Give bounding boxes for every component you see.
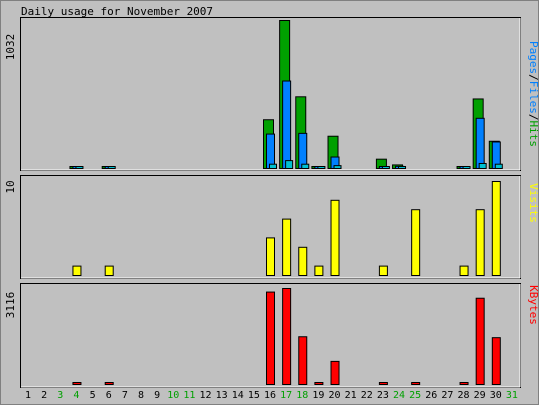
x-tick-day-21: 21 [345,390,357,401]
visits-bar-day-29 [475,209,485,276]
kbytes-bar-day-16 [266,291,275,386]
files-bar-day-17 [282,80,292,169]
x-tick-day-14: 14 [232,390,244,401]
files-bar-day-16 [266,133,275,169]
visits-bar-day-30 [491,181,501,276]
x-tick-day-11: 11 [183,390,195,401]
ylabel-max-2: 10 [4,180,17,193]
x-tick-day-31: 31 [506,390,518,401]
x-tick-day-27: 27 [441,390,453,401]
visits-bar-day-20 [330,199,340,276]
legend-kbytes: KBytes [527,285,539,325]
x-tick-day-19: 19 [312,390,324,401]
x-tick-day-13: 13 [216,390,228,401]
kbytes-bar-day-19 [314,382,324,385]
x-tick-day-1: 1 [25,390,31,401]
files-bar-day-18 [298,132,308,169]
legend-visits: Visits [527,183,539,223]
x-tick-day-26: 26 [425,390,437,401]
kbytes-bar-day-29 [475,297,485,386]
x-tick-day-25: 25 [409,390,421,401]
x-tick-day-29: 29 [474,390,486,401]
legend-part-3: / [527,114,539,121]
x-tick-day-18: 18 [296,390,308,401]
x-tick-day-20: 20 [328,390,340,401]
pages-bar-day-28 [462,166,471,169]
x-tick-day-22: 22 [361,390,373,401]
legend-hits-files-pages: Pages/Files/Hits [527,41,539,147]
visits-bar-day-18 [298,246,308,277]
pages-bar-day-23 [381,166,390,169]
pages-bar-day-20 [333,165,342,170]
x-tick-day-2: 2 [41,390,47,401]
kbytes-bar-day-18 [298,336,308,385]
kbytes-bar-day-17 [282,288,292,385]
pages-bar-day-19 [317,166,326,169]
x-tick-day-4: 4 [73,390,79,401]
pages-bar-day-30 [494,163,503,170]
pages-bar-day-18 [301,163,310,170]
x-tick-day-17: 17 [280,390,292,401]
visits-bar-day-6 [104,265,114,277]
visits-bar-day-28 [459,265,469,277]
x-tick-day-23: 23 [377,390,389,401]
legend-part-2: Files [527,81,539,114]
visits-bar-day-19 [314,265,324,277]
files-bar-day-29 [475,117,485,169]
pages-bar-day-16 [269,163,277,170]
x-tick-day-10: 10 [167,390,179,401]
chart-title: Daily usage for November 2007 [21,5,213,18]
kbytes-bar-day-4 [72,382,82,385]
x-tick-day-8: 8 [138,390,144,401]
pages-bar-day-6 [107,166,116,169]
visits-bar-day-17 [282,218,292,277]
visits-bar-day-4 [72,265,82,277]
x-tick-day-9: 9 [154,390,160,401]
x-tick-day-5: 5 [90,390,96,401]
legend-part-1: / [527,74,539,81]
x-tick-day-24: 24 [393,390,405,401]
legend-part-0: Pages [527,41,539,74]
kbytes-bar-day-6 [104,382,114,385]
visits-bar-day-25 [411,209,421,276]
x-tick-day-16: 16 [264,390,276,401]
x-tick-day-12: 12 [199,390,211,401]
pages-bar-day-29 [478,162,487,170]
kbytes-bar-day-23 [378,382,388,385]
x-tick-day-7: 7 [122,390,128,401]
x-tick-day-15: 15 [248,390,260,401]
ylabel-max-3: 3116 [4,292,17,319]
pages-bar-day-4 [75,166,84,169]
kbytes-bar-day-25 [411,382,421,385]
kbytes-bar-day-20 [330,360,340,386]
x-tick-day-3: 3 [57,390,63,401]
pages-bar-day-17 [285,160,294,169]
pages-bar-day-24 [398,166,407,169]
visits-bar-day-16 [266,237,275,276]
visits-bar-day-23 [378,265,388,277]
kbytes-bar-day-28 [459,382,469,385]
x-tick-day-6: 6 [106,390,112,401]
kbytes-bar-day-30 [491,337,501,386]
x-tick-day-30: 30 [490,390,502,401]
ylabel-max-1: 1032 [4,34,17,61]
x-tick-day-28: 28 [458,390,470,401]
legend-part-4: Hits [527,121,539,148]
